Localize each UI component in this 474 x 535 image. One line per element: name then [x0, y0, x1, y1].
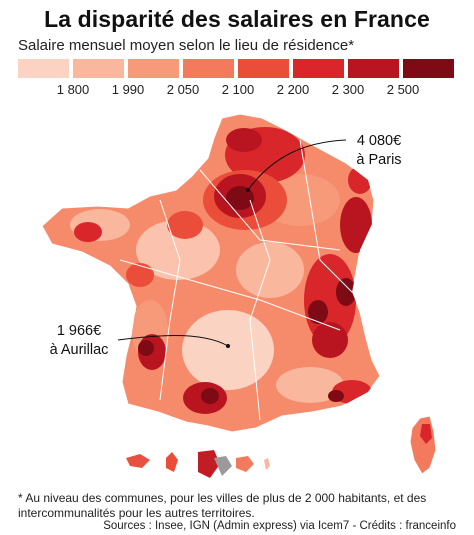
legend-tick-4: 2 100	[221, 82, 255, 97]
paris-annotation: 4 080€ à Paris	[346, 132, 412, 170]
paris-label: à Paris	[356, 152, 402, 168]
paris-value: 4 080€	[356, 133, 402, 149]
page-title: La disparité des salaires en France	[44, 6, 430, 32]
legend-swatch-7	[348, 59, 399, 78]
aurillac-label: à Aurillac	[49, 342, 109, 358]
footnote: * Au niveau des communes, pour les ville…	[18, 491, 427, 520]
legend-tick-7: 2 500	[386, 82, 420, 97]
legend-tick-2: 1 990	[111, 82, 145, 97]
la-reunion	[236, 456, 254, 472]
guyane-neighbor	[214, 456, 232, 476]
legend-swatch-3	[128, 59, 179, 78]
mayotte	[264, 458, 270, 470]
aurillac-callout-line	[117, 335, 229, 347]
map-subtitle: Salaire mensuel moyen selon le lieu de r…	[18, 37, 355, 54]
legend-swatch-8	[403, 59, 454, 78]
martinique	[166, 452, 178, 472]
paris-callout-line	[247, 139, 347, 191]
legend-tick-6: 2 300	[331, 82, 365, 97]
color-legend	[18, 59, 456, 79]
aurillac-value: 1 966€	[56, 323, 102, 339]
sources-credit: Sources : Insee, IGN (Admin express) via…	[103, 520, 456, 532]
legend-swatch-1	[18, 59, 69, 78]
legend-tick-1: 1 800	[56, 82, 90, 97]
aurillac-annotation: 1 966€ à Aurillac	[38, 322, 120, 360]
legend-swatch-2	[73, 59, 124, 78]
legend-tick-5: 2 200	[276, 82, 310, 97]
legend-tick-3: 2 050	[166, 82, 200, 97]
legend-swatch-4	[183, 59, 234, 78]
legend-swatch-5	[238, 59, 289, 78]
guyane	[198, 450, 220, 478]
legend-swatch-6	[293, 59, 344, 78]
guadeloupe	[126, 454, 150, 468]
